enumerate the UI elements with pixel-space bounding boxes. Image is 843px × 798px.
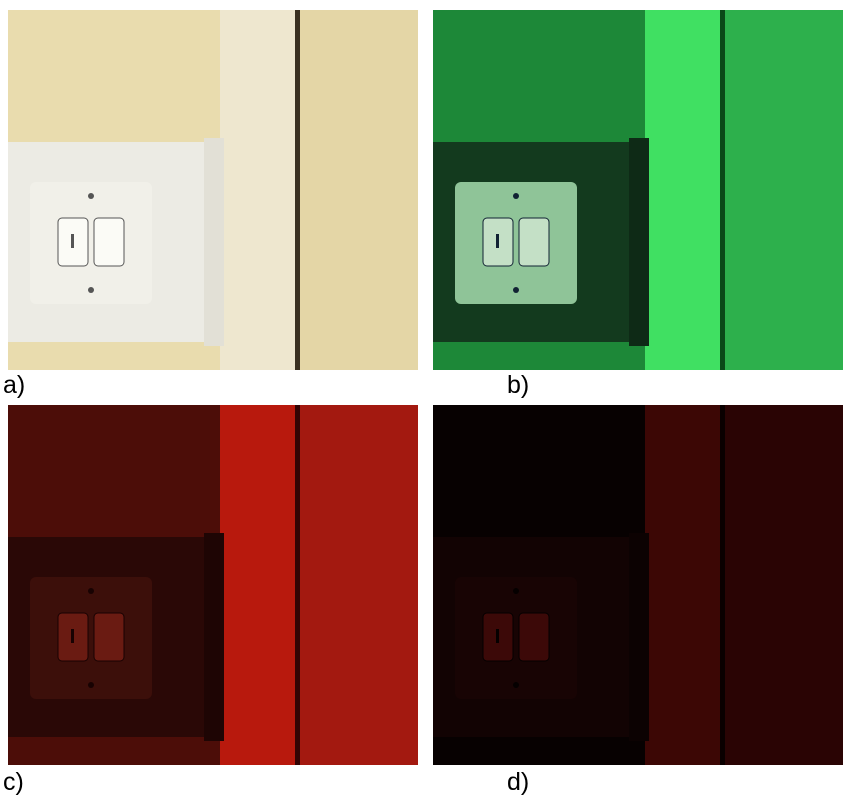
door-frame	[645, 405, 723, 765]
photo-c	[8, 405, 418, 765]
rocker-mark	[71, 234, 74, 248]
door-frame	[220, 405, 298, 765]
panel-label: d)	[507, 768, 529, 796]
rocker-mark	[496, 234, 499, 248]
trunking-cap	[629, 138, 649, 346]
switch-plate	[455, 182, 577, 304]
panel-label: a)	[3, 371, 25, 399]
panel-label: c)	[3, 768, 24, 796]
figure: a) b) c) d)	[0, 0, 843, 798]
switch-plate	[30, 577, 152, 699]
screw	[513, 588, 519, 594]
screw	[513, 682, 519, 688]
screw	[513, 287, 519, 293]
door	[300, 405, 418, 765]
door-frame	[220, 10, 298, 370]
screw	[88, 682, 94, 688]
panel-label: b)	[507, 371, 529, 399]
door-gap	[720, 405, 725, 765]
screw	[513, 193, 519, 199]
rocker	[94, 613, 124, 661]
door	[725, 405, 843, 765]
photo-d	[433, 405, 843, 765]
rocker-mark	[496, 629, 499, 643]
screw	[88, 193, 94, 199]
rocker	[519, 218, 549, 266]
trunking-cap	[204, 138, 224, 346]
screw	[88, 287, 94, 293]
switch-plate	[30, 182, 152, 304]
door-gap	[295, 405, 300, 765]
door-gap	[720, 10, 725, 370]
door-gap	[295, 10, 300, 370]
trunking-cap	[204, 533, 224, 741]
rocker	[519, 613, 549, 661]
trunking-cap	[629, 533, 649, 741]
photo-b	[433, 10, 843, 370]
screw	[88, 588, 94, 594]
switch-plate	[455, 577, 577, 699]
door-frame	[645, 10, 723, 370]
door	[300, 10, 418, 370]
rocker	[94, 218, 124, 266]
photo-a	[8, 10, 418, 370]
rocker-mark	[71, 629, 74, 643]
door	[725, 10, 843, 370]
